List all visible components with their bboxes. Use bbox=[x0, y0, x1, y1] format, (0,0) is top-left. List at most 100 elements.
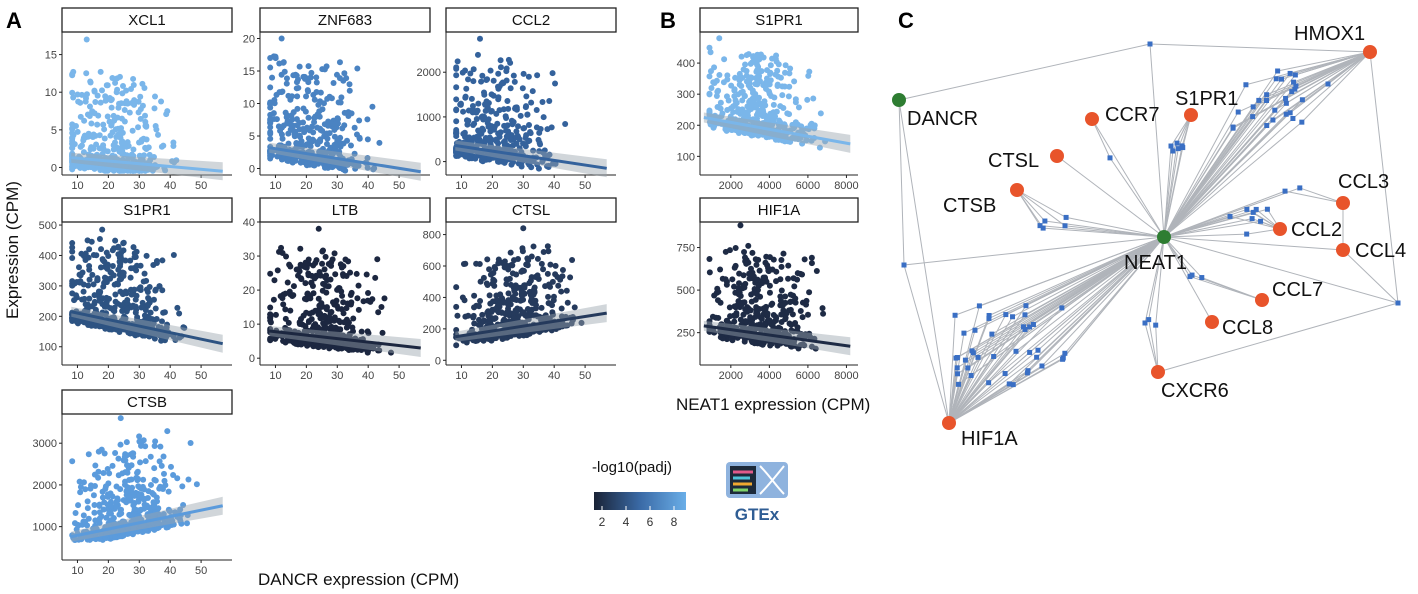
data-point bbox=[481, 89, 488, 96]
data-point bbox=[550, 293, 557, 300]
data-point bbox=[115, 266, 122, 273]
data-point bbox=[774, 67, 781, 74]
data-point bbox=[88, 120, 95, 127]
data-point bbox=[294, 105, 301, 112]
data-point bbox=[820, 310, 827, 317]
data-point bbox=[313, 257, 320, 264]
data-point bbox=[525, 73, 532, 80]
data-point-max bbox=[99, 226, 106, 233]
data-point bbox=[527, 130, 534, 137]
data-point bbox=[540, 114, 547, 121]
data-point bbox=[287, 126, 294, 133]
data-point bbox=[717, 99, 724, 106]
data-point bbox=[113, 483, 120, 490]
data-point bbox=[69, 140, 76, 147]
data-point bbox=[480, 274, 487, 281]
data-point bbox=[135, 498, 142, 505]
data-point bbox=[131, 286, 138, 293]
network-small-node bbox=[901, 262, 907, 268]
data-point bbox=[746, 77, 753, 84]
x-tick-label: 50 bbox=[195, 180, 207, 192]
data-point bbox=[563, 287, 570, 294]
data-point bbox=[311, 275, 318, 282]
panel-strip bbox=[61, 197, 233, 223]
data-point bbox=[81, 165, 88, 172]
network-edge bbox=[1043, 227, 1165, 238]
data-point bbox=[497, 64, 504, 71]
data-point bbox=[766, 289, 773, 296]
data-point bbox=[293, 266, 300, 273]
data-point bbox=[478, 78, 485, 85]
data-point bbox=[93, 141, 100, 148]
x-tick-label: 40 bbox=[164, 370, 176, 382]
data-point bbox=[784, 110, 791, 117]
data-point bbox=[85, 282, 92, 289]
data-point bbox=[165, 488, 172, 495]
node-ctsl bbox=[1050, 149, 1064, 163]
data-point bbox=[347, 142, 354, 149]
data-point bbox=[453, 148, 460, 155]
data-point bbox=[81, 117, 88, 124]
data-point bbox=[117, 441, 124, 448]
data-point bbox=[456, 138, 463, 145]
data-point bbox=[142, 458, 149, 465]
data-point bbox=[124, 297, 131, 304]
y-tick-label: 100 bbox=[39, 342, 57, 354]
legend-tick-label: 2 bbox=[599, 515, 606, 529]
data-point bbox=[294, 93, 301, 100]
x-tick-label: 10 bbox=[269, 180, 281, 192]
data-point bbox=[523, 132, 530, 139]
data-point bbox=[736, 280, 743, 287]
data-point bbox=[515, 284, 522, 291]
data-point bbox=[153, 315, 160, 322]
data-point bbox=[509, 270, 516, 277]
data-point bbox=[724, 72, 731, 79]
data-point bbox=[756, 267, 763, 274]
data-point bbox=[319, 66, 326, 73]
data-point bbox=[504, 97, 511, 104]
data-point bbox=[518, 292, 525, 299]
data-point bbox=[151, 105, 158, 112]
network-small-node bbox=[1060, 356, 1066, 362]
data-point bbox=[459, 294, 466, 301]
data-point bbox=[490, 77, 497, 84]
data-point bbox=[469, 106, 476, 113]
data-point bbox=[102, 93, 109, 100]
data-point bbox=[717, 266, 724, 273]
data-point bbox=[170, 251, 177, 258]
node-label-hmox1: HMOX1 bbox=[1294, 23, 1365, 45]
data-point bbox=[453, 72, 460, 79]
data-point bbox=[98, 87, 105, 94]
data-point bbox=[559, 273, 566, 280]
data-point bbox=[724, 106, 731, 113]
data-point bbox=[777, 74, 784, 81]
data-point bbox=[267, 100, 274, 107]
data-point bbox=[547, 261, 554, 268]
y-tick-label: 1000 bbox=[417, 112, 441, 124]
data-point bbox=[96, 294, 103, 301]
data-point bbox=[545, 163, 552, 170]
data-point bbox=[332, 143, 339, 150]
network-small-node bbox=[954, 365, 960, 371]
node-s1pr1 bbox=[1184, 108, 1198, 122]
data-point bbox=[305, 272, 312, 279]
network-small-node bbox=[968, 373, 974, 379]
data-point bbox=[267, 270, 274, 277]
node-ccl4 bbox=[1336, 243, 1350, 257]
data-point bbox=[322, 157, 329, 164]
x-tick-label: 30 bbox=[133, 565, 145, 577]
y-tick-label: 40 bbox=[243, 217, 255, 229]
data-point bbox=[91, 509, 98, 516]
data-point bbox=[364, 155, 371, 162]
data-point-max bbox=[716, 35, 723, 42]
data-point bbox=[104, 82, 111, 89]
data-point bbox=[462, 134, 469, 141]
data-point bbox=[501, 258, 508, 265]
data-point bbox=[325, 122, 332, 129]
data-point bbox=[810, 95, 817, 102]
panel-strip bbox=[61, 7, 233, 33]
data-point bbox=[100, 257, 107, 264]
data-point bbox=[492, 305, 499, 312]
data-point bbox=[74, 128, 81, 135]
